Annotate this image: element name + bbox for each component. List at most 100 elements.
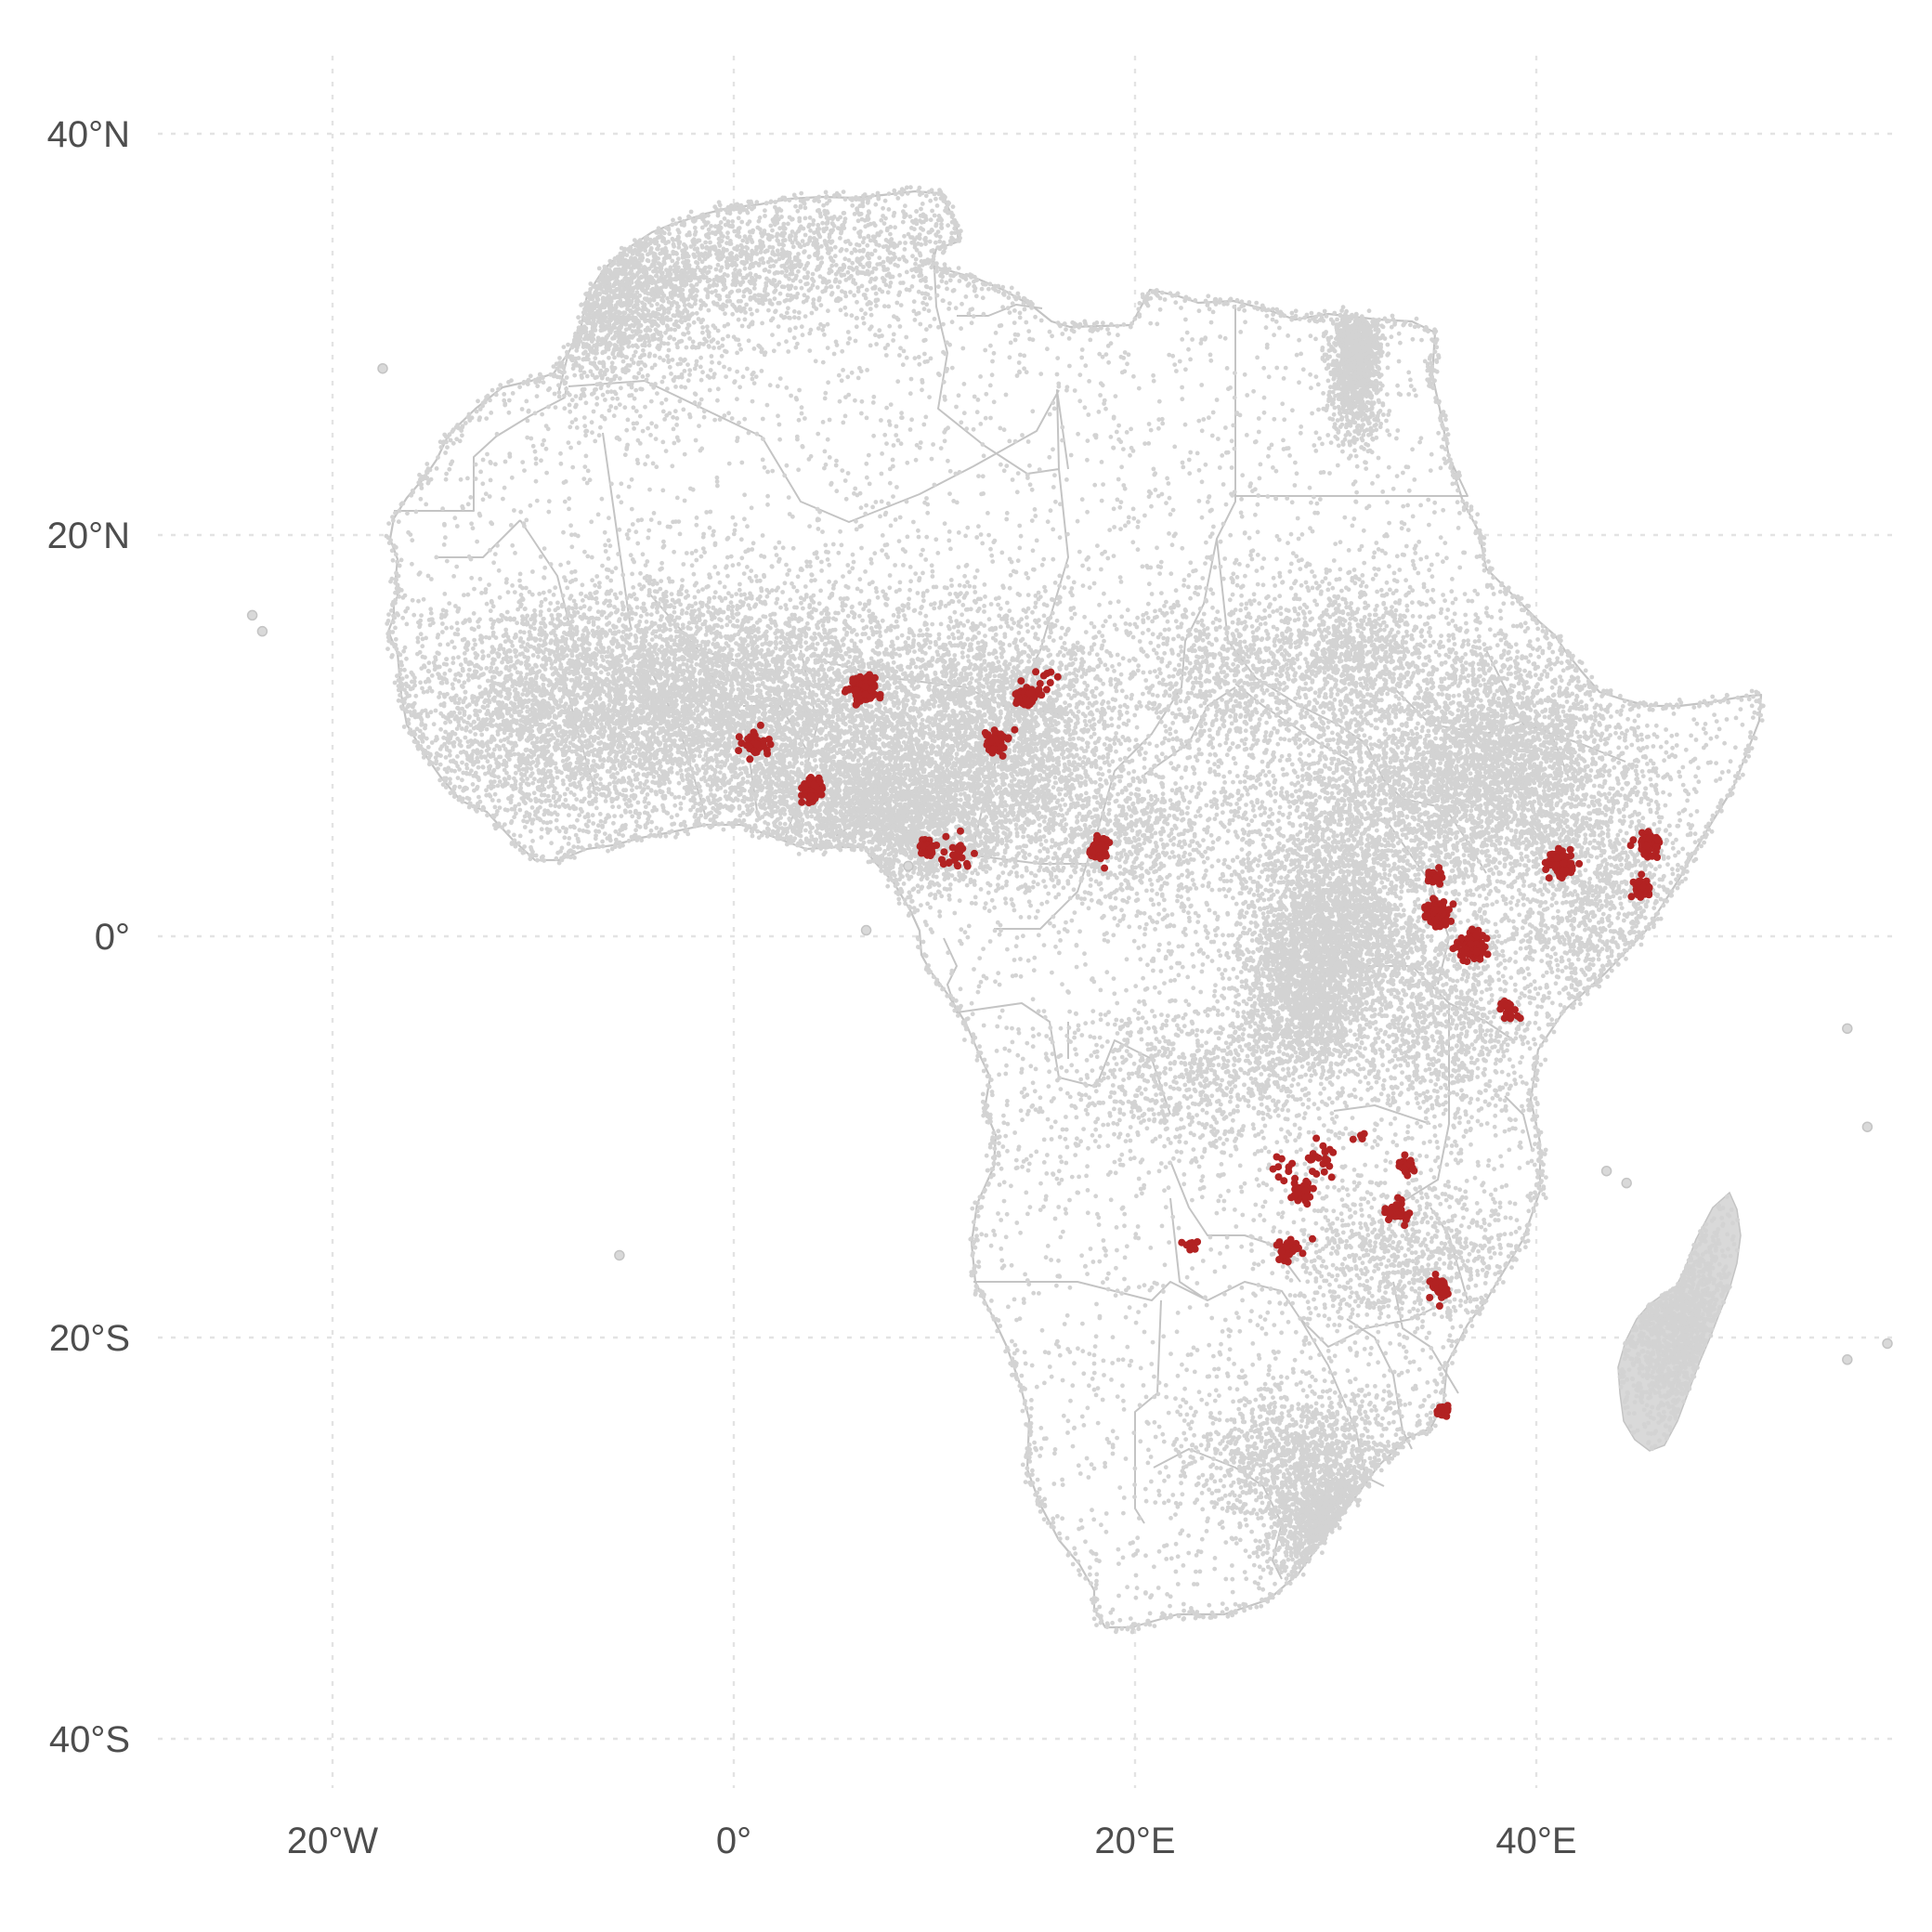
background-point — [1181, 855, 1186, 859]
background-point — [695, 516, 699, 520]
background-point — [840, 468, 844, 473]
background-point — [1010, 1263, 1014, 1268]
background-point — [1469, 1142, 1473, 1147]
background-point — [1555, 1018, 1560, 1023]
background-point — [1427, 523, 1431, 528]
background-point — [694, 558, 698, 563]
background-point — [1142, 1283, 1147, 1287]
background-point — [608, 543, 613, 548]
background-point — [619, 481, 623, 486]
background-point — [982, 974, 986, 979]
background-point — [1018, 316, 1023, 320]
background-point — [1117, 1485, 1122, 1490]
background-point — [1077, 929, 1082, 933]
background-point — [1063, 1322, 1067, 1326]
background-point — [794, 396, 799, 400]
background-point — [911, 520, 916, 525]
background-point — [1148, 641, 1153, 646]
background-point — [456, 607, 461, 612]
background-point — [1099, 988, 1103, 993]
background-point — [1167, 1474, 1171, 1479]
background-point — [1528, 639, 1533, 644]
background-point — [1176, 1582, 1181, 1586]
background-point — [1262, 396, 1267, 400]
background-point — [1034, 1067, 1038, 1072]
background-point — [1079, 356, 1084, 360]
background-point — [1253, 487, 1258, 491]
background-point — [1230, 465, 1234, 470]
background-point — [654, 437, 659, 441]
background-point — [1205, 1519, 1209, 1523]
background-point — [1301, 1218, 1306, 1222]
background-point — [921, 423, 926, 427]
background-point — [1506, 1092, 1510, 1097]
background-point — [1115, 1225, 1119, 1230]
background-point — [1168, 571, 1173, 576]
background-point — [1086, 1188, 1090, 1193]
background-point — [1205, 555, 1209, 560]
background-point — [1323, 1313, 1327, 1318]
background-point — [1040, 1328, 1045, 1333]
background-point — [1287, 453, 1292, 458]
background-point — [789, 394, 793, 398]
background-point — [763, 465, 767, 470]
background-point — [634, 421, 639, 425]
background-point — [1413, 551, 1417, 555]
background-point — [1019, 534, 1024, 539]
background-point — [646, 426, 650, 431]
background-point — [489, 478, 493, 483]
background-point — [995, 1049, 999, 1053]
background-point — [1133, 1232, 1138, 1236]
background-point — [1156, 1489, 1161, 1494]
background-point — [1224, 450, 1229, 455]
background-point — [1256, 553, 1260, 557]
background-point — [1002, 1180, 1007, 1184]
background-point — [1230, 1577, 1234, 1582]
background-point — [1406, 528, 1411, 532]
background-point — [1441, 559, 1445, 564]
background-point — [567, 507, 571, 512]
background-point — [1104, 1530, 1109, 1534]
background-point — [994, 331, 999, 335]
background-point — [1057, 1181, 1062, 1186]
background-point — [489, 411, 493, 415]
background-point — [720, 354, 724, 359]
background-point — [1000, 1009, 1005, 1013]
background-point — [1364, 1279, 1369, 1284]
background-point — [1387, 465, 1391, 470]
background-point — [1151, 959, 1155, 963]
background-point — [823, 543, 828, 548]
background-point — [982, 453, 986, 458]
background-point — [708, 388, 712, 393]
background-point — [1376, 1339, 1380, 1344]
background-point — [711, 533, 715, 538]
background-point — [1240, 1190, 1245, 1194]
background-point — [540, 827, 544, 831]
background-point — [1080, 1322, 1085, 1326]
background-point — [1285, 1376, 1289, 1380]
background-point — [1484, 606, 1489, 610]
background-point — [690, 563, 695, 568]
background-point — [485, 452, 490, 457]
background-point — [1534, 1021, 1538, 1025]
background-point — [1173, 1135, 1178, 1140]
background-point — [1392, 1401, 1397, 1405]
background-point — [1066, 990, 1071, 995]
background-point — [889, 402, 894, 407]
background-point — [1221, 1172, 1226, 1177]
background-point — [797, 418, 802, 423]
background-point — [618, 528, 622, 532]
background-point — [1068, 1286, 1073, 1290]
background-point — [632, 405, 636, 410]
background-point — [493, 462, 498, 466]
background-point — [1592, 784, 1597, 789]
background-point — [1033, 507, 1038, 512]
background-point — [891, 494, 895, 499]
background-point — [1258, 1213, 1262, 1218]
background-point — [1148, 321, 1153, 326]
background-point — [1317, 1191, 1322, 1195]
background-point — [1270, 1187, 1274, 1192]
background-point — [996, 1211, 1000, 1216]
background-point — [1099, 1017, 1103, 1022]
background-point — [1284, 1135, 1288, 1140]
